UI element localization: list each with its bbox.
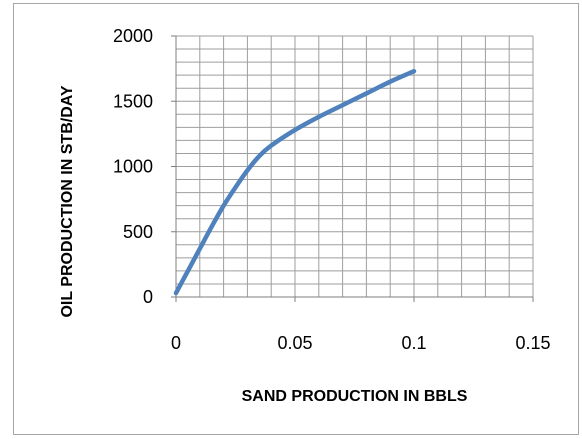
x-axis-title: SAND PRODUCTION IN BBLS (242, 388, 468, 405)
x-tick-label: 0.05 (277, 333, 312, 353)
y-tick-label: 2000 (113, 26, 153, 46)
series (173, 68, 417, 296)
y-tick-label: 0 (143, 287, 153, 307)
axes (171, 35, 534, 302)
x-tick-label: 0.15 (515, 333, 550, 353)
x-tick-label: 0.1 (401, 333, 426, 353)
y-tick-label: 1500 (113, 91, 153, 111)
y-tick-label: 500 (123, 222, 153, 242)
series-line (173, 68, 417, 296)
grid (176, 35, 534, 297)
tick-labels: 0 0.05 0.1 0.15 0 500 1000 1500 2000 (113, 26, 551, 353)
y-axis-title: OIL PRODUCTION IN STB/DAY (59, 85, 76, 317)
x-tick-label: 0 (171, 333, 181, 353)
y-tick-label: 1000 (113, 157, 153, 177)
